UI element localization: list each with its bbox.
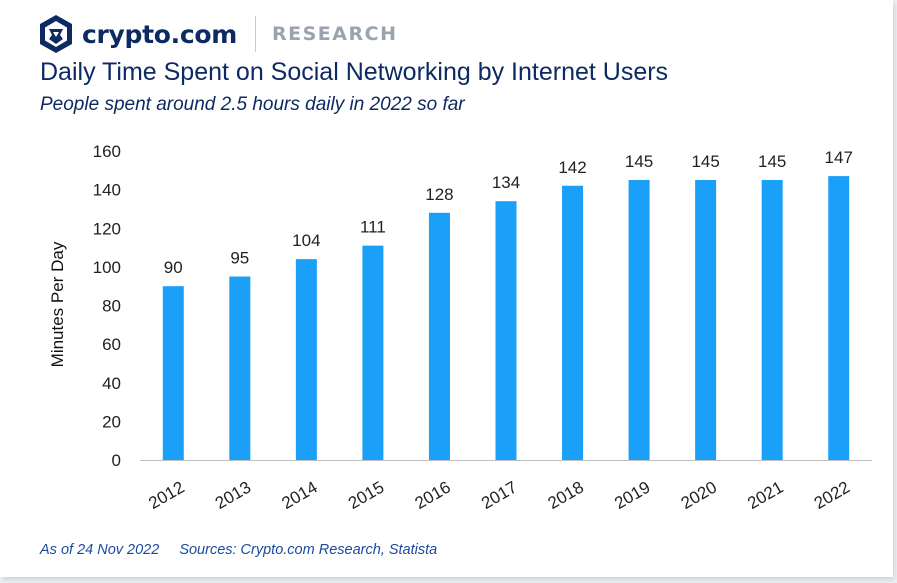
data-label: 142 — [558, 158, 586, 177]
y-tick-label: 100 — [93, 258, 121, 277]
y-tick-label: 140 — [93, 181, 121, 200]
chart-subtitle: People spent around 2.5 hours daily in 2… — [40, 94, 465, 115]
x-tick-label: 2013 — [212, 478, 254, 513]
bar — [828, 176, 850, 460]
y-tick-label: 80 — [102, 297, 121, 316]
data-label: 147 — [825, 148, 853, 167]
data-label: 90 — [164, 258, 183, 277]
x-tick-label: 2020 — [678, 478, 720, 513]
bar-chart: 0 20 40 60 80 100 120 140 160 90 95 104 111 128 134 14… — [48, 142, 872, 513]
data-label: 145 — [625, 152, 653, 171]
y-tick-label: 160 — [93, 142, 121, 161]
data-label: 145 — [758, 152, 786, 171]
y-tick-label: 20 — [102, 412, 121, 431]
bar — [495, 201, 517, 460]
data-label: 104 — [292, 231, 320, 250]
crypto-com-lion-shield-icon — [40, 15, 72, 53]
x-tick-label: 2015 — [345, 478, 387, 513]
x-tick-label: 2014 — [278, 478, 320, 513]
data-label: 145 — [691, 152, 719, 171]
chart-footer: As of 24 Nov 2022 Sources: Crypto.com Res… — [40, 542, 437, 558]
x-tick-label: 2012 — [145, 478, 187, 513]
data-label: 134 — [492, 173, 520, 192]
bar — [229, 276, 251, 460]
brand-divider — [255, 16, 257, 52]
brand-name: crypto.com — [82, 19, 238, 49]
y-axis-title: Minutes Per Day — [48, 241, 67, 367]
brand-header: crypto.com RESEARCH — [38, 14, 397, 54]
x-tick-label: 2017 — [478, 478, 520, 513]
y-tick-label: 0 — [112, 451, 121, 470]
x-tick-label: 2016 — [412, 478, 454, 513]
x-tick-label: 2018 — [545, 478, 587, 513]
x-tick-label: 2019 — [611, 478, 653, 513]
x-tick-label: 2021 — [744, 478, 786, 513]
data-label: 95 — [230, 249, 249, 268]
x-tick-label: 2022 — [811, 478, 853, 513]
y-tick-label: 40 — [102, 374, 121, 393]
chart-title: Daily Time Spent on Social Networking by… — [40, 58, 669, 86]
as-of-date: As of 24 Nov 2022 — [40, 542, 160, 558]
data-label: 128 — [425, 185, 453, 204]
y-tick-label: 120 — [93, 219, 121, 238]
brand-section: RESEARCH — [272, 23, 398, 45]
bar — [295, 259, 317, 460]
bar — [628, 179, 650, 460]
data-label: 111 — [360, 218, 386, 237]
bar — [761, 179, 783, 460]
bar — [162, 286, 184, 460]
bar — [428, 212, 450, 460]
bar — [695, 179, 717, 460]
sources-note: Sources: Crypto.com Research, Statista — [179, 542, 438, 558]
y-tick-label: 60 — [102, 335, 121, 354]
bar — [362, 245, 384, 460]
bar — [562, 185, 584, 460]
